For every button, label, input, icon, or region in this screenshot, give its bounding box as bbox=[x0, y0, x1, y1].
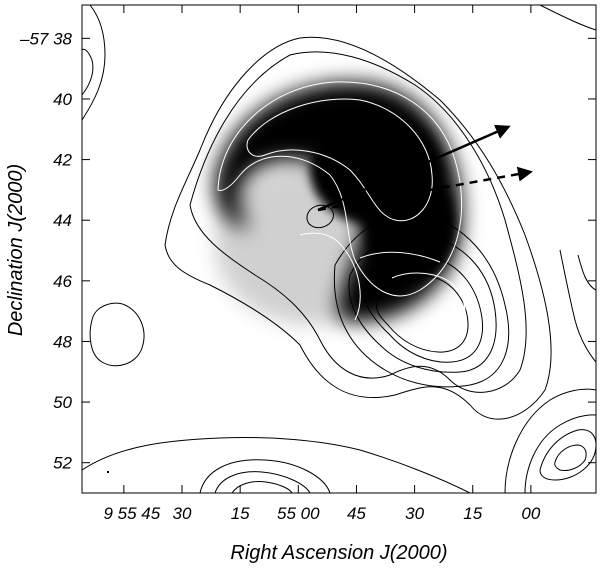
contour-lower-right-4 bbox=[554, 444, 587, 471]
contour-lower-right-2 bbox=[524, 414, 596, 493]
x-tick-label: 55 00 bbox=[277, 504, 320, 523]
contour-white-5 bbox=[391, 272, 466, 336]
contour-white-3 bbox=[299, 232, 361, 321]
arrow-solid bbox=[317, 124, 511, 212]
contour-lower-right-1 bbox=[504, 388, 596, 493]
x-tick-label: 00 bbox=[521, 504, 540, 523]
x-tick-label: 9 55 45 bbox=[103, 504, 160, 523]
contour-level-3 bbox=[333, 214, 510, 388]
contour-lower-left-3 bbox=[214, 471, 311, 493]
contour-left-small bbox=[89, 302, 145, 367]
y-tick-label: 46 bbox=[53, 272, 72, 291]
contour-lower-left-2 bbox=[199, 459, 331, 493]
y-axis: –57 38 40 42 44 46 48 50 52 bbox=[19, 29, 596, 473]
contour-right-edge-2 bbox=[577, 254, 596, 291]
y-tick-label: 52 bbox=[53, 454, 72, 473]
x-tick-label: 30 bbox=[405, 504, 424, 523]
greyscale-emission bbox=[214, 81, 462, 325]
y-tick-label: 42 bbox=[53, 151, 72, 170]
contours-white bbox=[217, 81, 466, 336]
x-axis-title: Right Ascension J(2000) bbox=[230, 542, 447, 564]
contour-white-4 bbox=[359, 251, 441, 263]
x-tick-label: 45 bbox=[347, 504, 366, 523]
contour-white-2 bbox=[246, 98, 433, 222]
x-axis: 9 55 45 30 15 55 00 45 30 15 00 bbox=[103, 5, 541, 523]
y-axis-title: Declination J(2000) bbox=[5, 164, 27, 336]
y-tick-label: 48 bbox=[53, 332, 72, 351]
contour-right-edge-1 bbox=[559, 249, 596, 363]
contours-black bbox=[82, 5, 596, 493]
small-mark bbox=[107, 471, 109, 473]
y-tick-label: 40 bbox=[53, 90, 72, 109]
contour-white-1 bbox=[217, 81, 463, 297]
contour-level-5 bbox=[363, 255, 484, 363]
contour-level-2 bbox=[189, 51, 527, 393]
contour-lower-left-4 bbox=[231, 481, 293, 493]
x-tick-label: 15 bbox=[231, 504, 250, 523]
contour-level-6 bbox=[375, 275, 469, 353]
contour-right-top bbox=[539, 5, 596, 31]
y-tick-label: –57 38 bbox=[19, 29, 73, 48]
contour-upper-left-1 bbox=[82, 5, 106, 121]
contour-lower-left-1 bbox=[82, 437, 471, 493]
contour-lower-right-3 bbox=[539, 429, 596, 481]
x-tick-label: 30 bbox=[173, 504, 192, 523]
y-tick-label: 50 bbox=[53, 393, 72, 412]
contour-level-1 bbox=[164, 36, 552, 420]
secondary-peak-contour bbox=[306, 204, 334, 229]
contour-level-4 bbox=[348, 235, 497, 373]
arrow-dashed bbox=[317, 166, 533, 212]
x-tick-label: 15 bbox=[463, 504, 482, 523]
contour-upper-left-2 bbox=[82, 48, 94, 96]
y-tick-label: 44 bbox=[53, 211, 72, 230]
